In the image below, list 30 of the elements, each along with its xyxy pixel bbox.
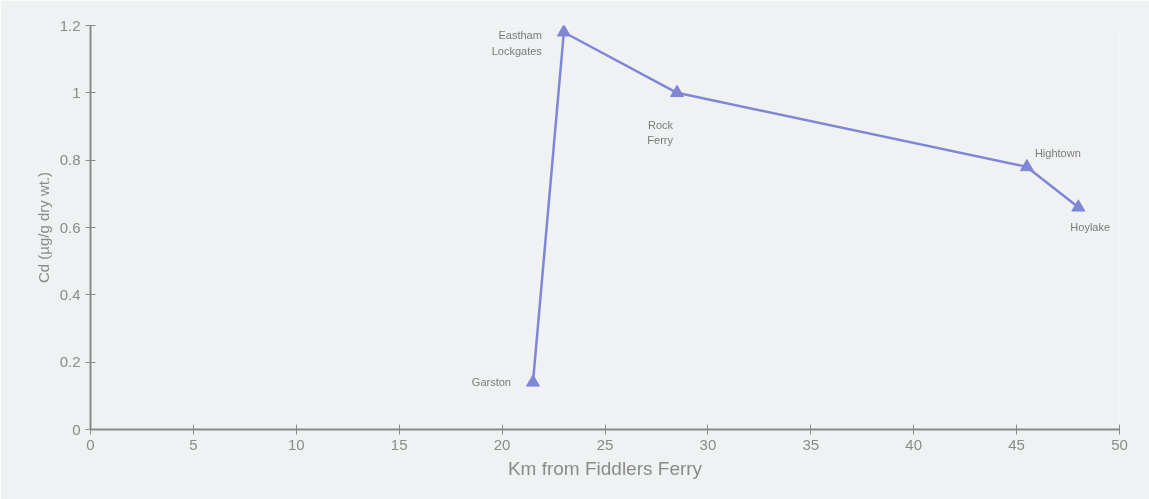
point xyxy=(525,374,540,387)
y-tick-label: 1 xyxy=(72,83,81,101)
annotation: Hightown xyxy=(1034,146,1081,159)
x-tick-label: 40 xyxy=(905,435,923,453)
y-tick-label: 1.2 xyxy=(59,16,81,34)
point xyxy=(1019,158,1034,172)
point xyxy=(1071,199,1086,212)
x-tick-label: 20 xyxy=(493,435,511,453)
point xyxy=(670,84,685,98)
x-tick-label: 30 xyxy=(699,435,717,453)
point xyxy=(556,25,571,37)
annotation: Eastham Lockgates xyxy=(491,29,543,57)
y-axis-title: Cd (µg/g dry wt.) xyxy=(34,171,52,284)
annotation: Hoylake xyxy=(1070,221,1111,234)
x-tick-label: 15 xyxy=(390,435,408,453)
x-tick-label: 50 xyxy=(1111,435,1128,453)
y-tick-label: 0.4 xyxy=(59,285,81,303)
x-axis-title: Km from Fiddlers Ferry xyxy=(507,457,703,479)
y-tick-label: 0.8 xyxy=(59,151,81,169)
x-tick-label: 5 xyxy=(189,435,198,453)
annotation: Garston xyxy=(471,376,511,389)
x-tick-label: 35 xyxy=(802,435,820,453)
y-tick-label: 0 xyxy=(72,420,81,438)
annotation: Rock Ferry xyxy=(647,118,674,147)
x-tick-label: 25 xyxy=(596,435,614,453)
x-tick-label: 45 xyxy=(1008,435,1025,453)
x-tick-label: 10 xyxy=(287,435,305,453)
y-tick-label: 0.2 xyxy=(59,353,81,371)
y-tick-label: 0.6 xyxy=(59,218,81,236)
x-tick-label: 0 xyxy=(86,435,95,453)
